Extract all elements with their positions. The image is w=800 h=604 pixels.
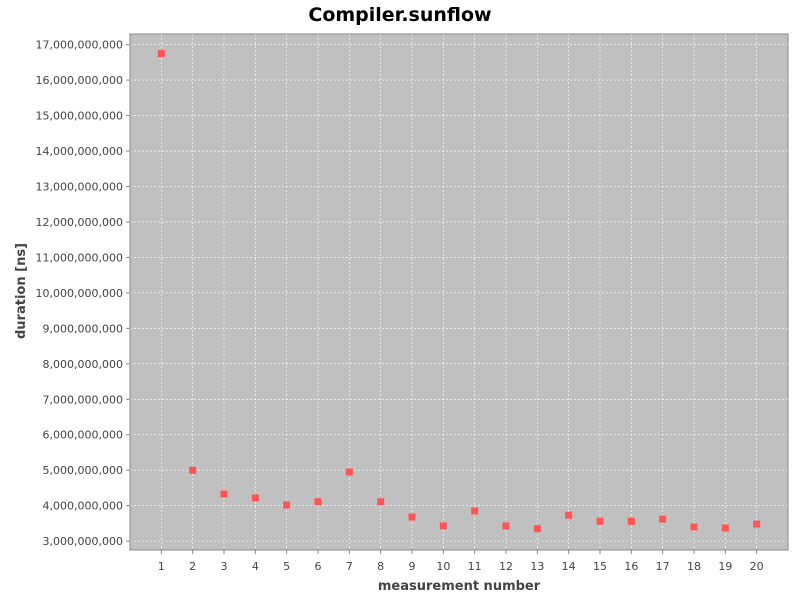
x-tick-label: 14 bbox=[562, 560, 576, 573]
x-tick-label: 18 bbox=[687, 560, 701, 573]
x-tick-label: 2 bbox=[189, 560, 196, 573]
y-tick-label: 4,000,000,000 bbox=[43, 500, 123, 513]
data-point bbox=[439, 522, 447, 530]
y-tick-label: 7,000,000,000 bbox=[43, 393, 123, 406]
y-tick-label: 9,000,000,000 bbox=[43, 322, 123, 335]
data-point bbox=[721, 524, 729, 532]
data-point bbox=[377, 498, 385, 506]
data-point bbox=[471, 507, 479, 515]
data-point bbox=[157, 50, 165, 58]
data-point bbox=[627, 517, 635, 525]
x-tick-label: 6 bbox=[315, 560, 322, 573]
x-tick-label: 1 bbox=[158, 560, 165, 573]
data-point bbox=[314, 498, 322, 506]
data-point bbox=[502, 522, 510, 530]
y-tick-label: 8,000,000,000 bbox=[43, 358, 123, 371]
x-tick-label: 13 bbox=[530, 560, 544, 573]
plot-border bbox=[129, 33, 789, 551]
x-tick-label: 17 bbox=[656, 560, 670, 573]
y-axis-label: duration [ns] bbox=[14, 243, 29, 339]
plot-area: 1 2 3 4 5 6 7 8 9 10 11 12 13 14 15 16 17 18 19 203,000,000… bbox=[36, 33, 789, 573]
y-tick-label: 12,000,000,000 bbox=[36, 216, 123, 229]
x-tick-label: 10 bbox=[436, 560, 450, 573]
y-tick-label: 13,000,000,000 bbox=[36, 180, 123, 193]
x-tick-label: 9 bbox=[409, 560, 416, 573]
plot-background bbox=[130, 34, 788, 550]
y-tick-label: 15,000,000,000 bbox=[36, 110, 123, 123]
data-point bbox=[596, 517, 604, 525]
x-tick-label: 8 bbox=[377, 560, 384, 573]
x-tick-label: 4 bbox=[252, 560, 259, 573]
y-tick-label: 16,000,000,000 bbox=[36, 74, 123, 87]
y-tick-label: 3,000,000,000 bbox=[43, 535, 123, 548]
x-tick-label: 19 bbox=[718, 560, 732, 573]
data-point bbox=[753, 520, 761, 528]
x-tick-label: 7 bbox=[346, 560, 353, 573]
data-point bbox=[251, 494, 259, 502]
x-tick-label: 12 bbox=[499, 560, 513, 573]
data-point bbox=[659, 515, 667, 523]
y-tick-label: 14,000,000,000 bbox=[36, 145, 123, 158]
x-tick-label: 15 bbox=[593, 560, 607, 573]
data-point bbox=[345, 468, 353, 476]
x-tick-label: 5 bbox=[283, 560, 290, 573]
x-tick-label: 11 bbox=[468, 560, 482, 573]
y-tick-label: 17,000,000,000 bbox=[36, 39, 123, 52]
data-point bbox=[690, 523, 698, 531]
data-point bbox=[189, 466, 197, 474]
data-point bbox=[283, 501, 291, 509]
x-tick-label: 3 bbox=[221, 560, 228, 573]
data-point bbox=[220, 490, 228, 498]
x-axis-label: measurement number bbox=[378, 579, 541, 594]
chart-title: Compiler.sunflow bbox=[308, 4, 491, 26]
y-tick-label: 6,000,000,000 bbox=[43, 429, 123, 442]
x-tick-label: 20 bbox=[750, 560, 764, 573]
y-tick-label: 10,000,000,000 bbox=[36, 287, 123, 300]
data-point bbox=[408, 513, 416, 521]
y-tick-label: 5,000,000,000 bbox=[43, 464, 123, 477]
y-tick-label: 11,000,000,000 bbox=[36, 251, 123, 264]
data-point bbox=[565, 511, 573, 519]
x-tick-label: 16 bbox=[624, 560, 638, 573]
data-point bbox=[533, 525, 541, 533]
